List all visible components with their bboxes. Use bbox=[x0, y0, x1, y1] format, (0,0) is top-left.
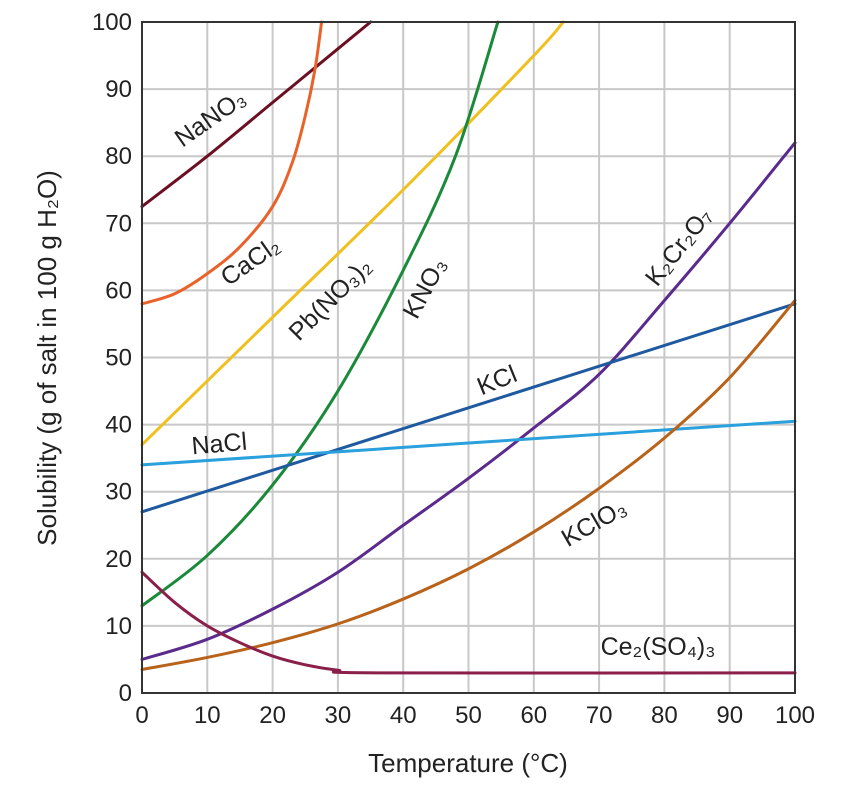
x-tick-label: 30 bbox=[325, 702, 352, 729]
y-axis-label: Solubility (g of salt in 100 g H₂O) bbox=[32, 170, 62, 546]
y-tick-label: 90 bbox=[105, 76, 132, 103]
x-tick-label: 100 bbox=[775, 702, 815, 729]
x-tick-label: 60 bbox=[520, 702, 547, 729]
x-tick-label: 20 bbox=[259, 702, 286, 729]
x-tick-label: 0 bbox=[135, 702, 148, 729]
x-tick-label: 40 bbox=[390, 702, 417, 729]
x-tick-label: 50 bbox=[455, 702, 482, 729]
series-line-2 bbox=[140, 20, 565, 447]
y-tick-labels: 0 10 20 30 40 50 60 70 80 90 100 bbox=[92, 9, 132, 707]
x-tick-labels: 0 10 20 30 40 50 60 70 80 90 100 bbox=[135, 702, 815, 729]
series-line-4 bbox=[140, 141, 797, 661]
series-line-8 bbox=[140, 570, 797, 675]
y-tick-label: 60 bbox=[105, 277, 132, 304]
x-tick-label: 80 bbox=[651, 702, 678, 729]
y-tick-label: 10 bbox=[105, 613, 132, 640]
y-tick-label: 40 bbox=[105, 412, 132, 439]
label-nano3: NaNO₃ bbox=[170, 84, 251, 153]
series-line-1 bbox=[140, 20, 324, 306]
x-tick-label: 90 bbox=[716, 702, 743, 729]
label-ce2so43: Ce₂(SO₄)₃ bbox=[601, 633, 716, 661]
y-tick-label: 70 bbox=[105, 210, 132, 237]
y-tick-label: 30 bbox=[105, 479, 132, 506]
curves bbox=[140, 20, 797, 675]
label-k2cr2o7: K₂Cr₂O₇ bbox=[640, 203, 718, 292]
series-line-6 bbox=[140, 419, 797, 467]
x-tick-label: 70 bbox=[586, 702, 613, 729]
y-tick-label: 20 bbox=[105, 546, 132, 573]
y-tick-label: 100 bbox=[92, 9, 132, 36]
series-line-0 bbox=[140, 20, 373, 209]
y-tick-label: 0 bbox=[119, 680, 132, 707]
x-tick-label: 10 bbox=[194, 702, 221, 729]
label-kclo3: KClO₃ bbox=[557, 493, 632, 552]
series-line-5 bbox=[140, 302, 797, 514]
label-pbno32: Pb(NO₃)₂ bbox=[283, 252, 377, 346]
series-line-3 bbox=[140, 20, 500, 608]
x-axis-label: Temperature (°C) bbox=[368, 748, 568, 778]
label-nacl: NaCl bbox=[190, 428, 248, 461]
plot-frame bbox=[141, 21, 796, 694]
label-cacl2: CaCl₂ bbox=[216, 231, 286, 291]
series-line-7 bbox=[140, 298, 797, 672]
y-tick-label: 50 bbox=[105, 345, 132, 372]
y-tick-label: 80 bbox=[105, 143, 132, 170]
